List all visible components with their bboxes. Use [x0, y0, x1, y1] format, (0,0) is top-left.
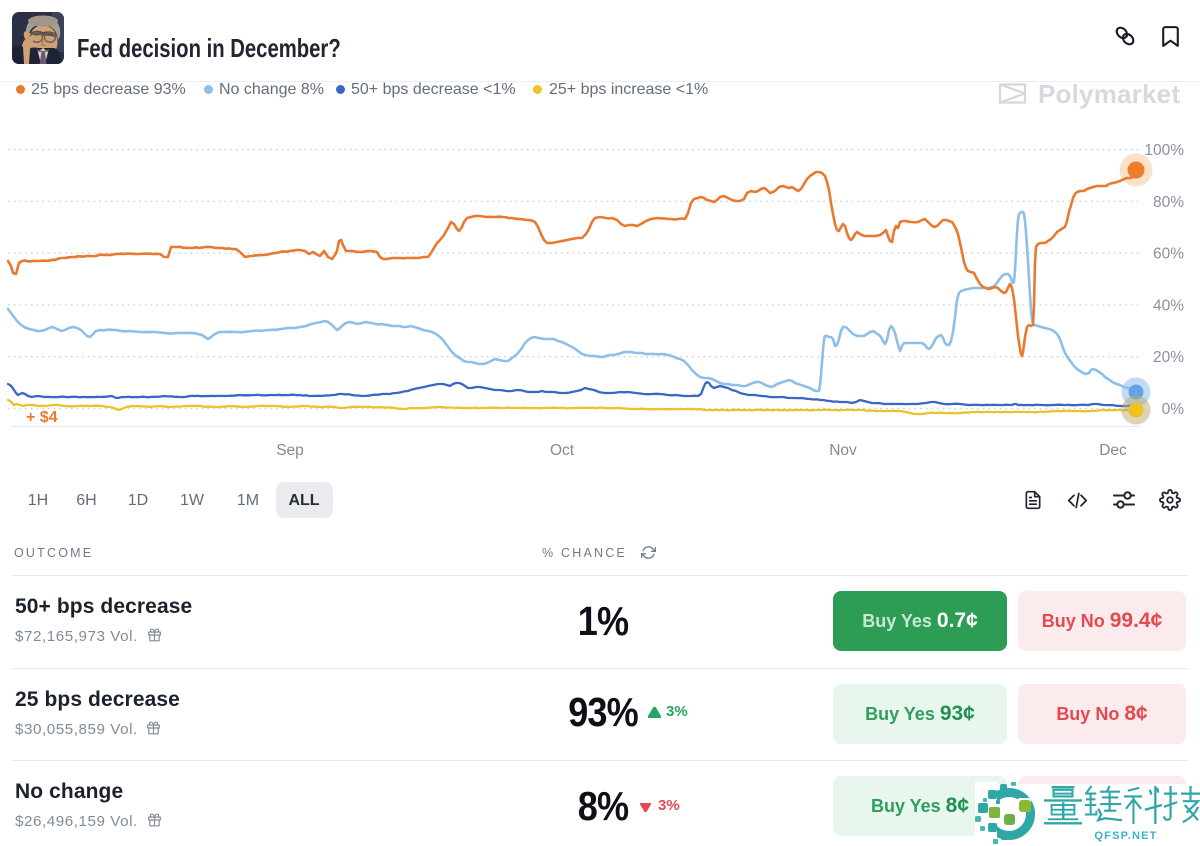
svg-text:20%: 20%: [1153, 349, 1184, 366]
svg-text:QFSP.NET: QFSP.NET: [1094, 830, 1157, 842]
svg-text:Nov: Nov: [829, 442, 857, 459]
svg-text:Oct: Oct: [550, 442, 575, 459]
svg-text:40%: 40%: [1153, 297, 1184, 314]
svg-text:100%: 100%: [1144, 142, 1184, 159]
svg-text:60%: 60%: [1153, 246, 1184, 263]
svg-text:0%: 0%: [1162, 401, 1185, 418]
svg-text:Sep: Sep: [276, 442, 304, 459]
svg-text:80%: 80%: [1153, 194, 1184, 211]
svg-text:Dec: Dec: [1099, 442, 1127, 459]
svg-text:+ $4: + $4: [26, 409, 58, 426]
